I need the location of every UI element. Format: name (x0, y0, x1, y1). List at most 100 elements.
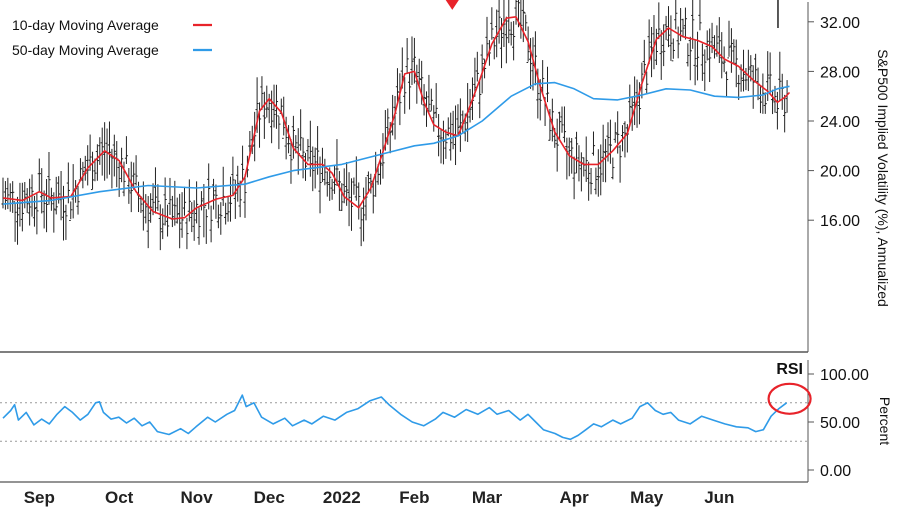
y-tick-label: 24.00 (820, 114, 860, 131)
ohlc-bar (303, 152, 308, 181)
ohlc-bar (744, 67, 748, 91)
ohlc-bar (637, 82, 642, 125)
ohlc-bar (272, 84, 276, 128)
ohlc-bar (729, 28, 734, 73)
ohlc-bar (240, 145, 245, 182)
ohlc-bar (596, 149, 600, 197)
y-tick-label: 16.00 (820, 213, 860, 230)
ohlc-bar (403, 77, 407, 114)
ohlc-bar (574, 131, 579, 174)
ohlc-bar (492, 37, 496, 60)
ohlc-bar (35, 193, 39, 235)
ohlc-bar (90, 151, 95, 191)
x-tick-label: Jun (704, 488, 734, 507)
ohlc-bar (720, 32, 724, 79)
ohlc-bar (328, 167, 332, 201)
ohlc-bar (507, 0, 511, 44)
ohlc-bar (645, 71, 649, 95)
ohlc-bar (509, 21, 513, 46)
ohlc-bar (577, 145, 581, 182)
ohlc-bar (323, 158, 327, 186)
ohlc-bar (236, 165, 240, 202)
ohlc-bar (117, 162, 121, 197)
ohlc-bar (216, 204, 220, 229)
ohlc-bar (512, 21, 516, 61)
ohlc-bar (391, 94, 395, 136)
ohlc-bar (669, 15, 673, 61)
ohlc-bar (572, 156, 576, 200)
y-axis-title: S&P500 Implied Volatility (%), Annualize… (875, 49, 891, 307)
ohlc-bar (768, 52, 772, 94)
ohlc-bar (734, 39, 738, 88)
ohlc-bar (608, 119, 613, 164)
ohlc-bar (185, 217, 189, 250)
ohlc-bar (420, 60, 424, 105)
x-tick-label: Apr (559, 488, 589, 507)
ohlc-bar (93, 158, 97, 182)
ohlc-bar (238, 180, 242, 218)
y-tick-label: 28.00 (820, 64, 860, 81)
ohlc-bar (270, 90, 274, 144)
ohlc-bar (705, 30, 709, 61)
ohlc-bar (662, 24, 666, 67)
rsi-title: RSI (776, 361, 803, 378)
ohlc-bar (683, 7, 688, 40)
ohlc-bar (727, 20, 731, 59)
ohlc-bar (277, 115, 281, 150)
ohlc-bar (284, 116, 288, 160)
ohlc-bar (204, 205, 208, 244)
ohlc-bar (369, 173, 373, 194)
ohlc-bar (86, 145, 90, 186)
ohlc-bar (528, 38, 533, 89)
ohlc-bar (158, 204, 162, 251)
ohlc-bar (456, 104, 460, 137)
ohlc-bar (231, 156, 235, 196)
ohlc-bar (724, 71, 729, 98)
ohlc-bar (299, 109, 303, 151)
ohlc-bar (412, 37, 416, 84)
ohlc-bar (659, 30, 663, 80)
ohlc-bar (40, 168, 44, 214)
ohlc-bar (214, 184, 218, 219)
x-tick-label: Nov (181, 488, 214, 507)
ohlc-bar (260, 76, 264, 110)
ohlc-bar (778, 51, 782, 101)
ohlc-bar (732, 39, 736, 65)
x-tick-label: Oct (105, 488, 134, 507)
ohlc-bar (439, 129, 443, 164)
ohlc-bar (364, 176, 368, 221)
ohlc-bar (291, 115, 295, 159)
ohlc-bar (211, 178, 216, 210)
ohlc-bar (703, 49, 707, 92)
ohlc-bar (545, 66, 550, 103)
legend-label: 50-day Moving Average (12, 42, 159, 58)
rsi-tick-label: 50.00 (820, 415, 860, 432)
ohlc-bar (482, 58, 487, 79)
x-tick-label: Mar (472, 488, 503, 507)
ohlc-bar (163, 177, 167, 226)
ohlc-bar (134, 155, 138, 186)
ohlc-bar (233, 179, 237, 219)
ohlc-bar (156, 184, 160, 211)
ohlc-bar (15, 196, 20, 245)
ohlc-bar (763, 92, 767, 114)
legend: 10-day Moving Average 50-day Moving Avera… (12, 17, 212, 58)
rsi-panel: 0.00 50.00 100.00 RSI Percent (0, 360, 893, 482)
ohlc-bar (61, 185, 66, 241)
ohlc-bar (124, 136, 129, 165)
ohlc-bar (330, 178, 334, 200)
ohlc-bar (758, 86, 763, 114)
ohlc-bar (603, 138, 608, 183)
ohlc-bar (478, 80, 482, 119)
ohlc-bar (618, 144, 622, 183)
ohlc-bar (178, 193, 182, 249)
ohlc-bar (642, 39, 646, 73)
ohlc-bar (698, 0, 702, 31)
arrow-head (445, 0, 459, 10)
ohlc-bar (318, 156, 322, 214)
ohlc-bar (681, 18, 685, 37)
10-day-moving-average-line (2, 16, 791, 220)
ohlc-bar (688, 36, 692, 81)
ohlc-bar (54, 176, 58, 215)
